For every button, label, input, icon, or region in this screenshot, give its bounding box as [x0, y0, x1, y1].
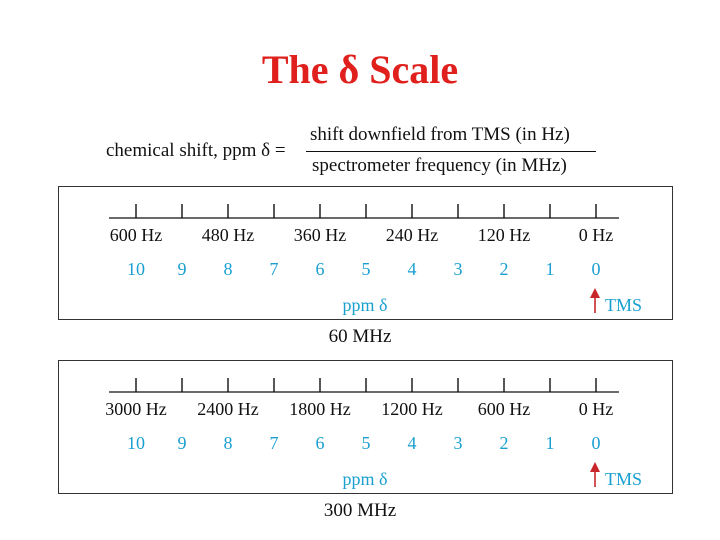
frequency-label-300mhz: 300 MHz [323, 500, 397, 521]
chemical-shift-formula: chemical shift, ppm δ = shift downfield … [106, 124, 606, 180]
formula-numerator: shift downfield from TMS (in Hz) [310, 124, 570, 145]
ppm-tick-label: 6 [316, 259, 325, 279]
hz-tick-label: 2400 Hz [197, 399, 259, 419]
ppm-delta-caption: ppm δ [343, 469, 388, 489]
ppm-tick-label: 8 [224, 259, 233, 279]
page-title: The δ Scale [261, 47, 459, 92]
ppm-tick-label: 4 [408, 433, 417, 453]
ppm-tick-label: 6 [316, 433, 325, 453]
ppm-tick-label: 3 [454, 433, 463, 453]
ppm-tick-label: 9 [178, 433, 187, 453]
hz-tick-label: 600 Hz [110, 225, 163, 245]
ppm-tick-label: 7 [270, 259, 279, 279]
hz-tick-label: 3000 Hz [105, 399, 167, 419]
hz-tick-label: 120 Hz [478, 225, 531, 245]
ppm-tick-label: 0 [592, 433, 601, 453]
tms-up-arrow-icon [590, 288, 600, 313]
frequency-label-60mhz: 60 MHz [328, 326, 392, 347]
hz-tick-label: 360 Hz [294, 225, 347, 245]
formula-lhs: chemical shift, ppm δ = [106, 140, 286, 161]
ppm-tick-label: 8 [224, 433, 233, 453]
hz-tick-label: 600 Hz [478, 399, 531, 419]
ppm-tick-label: 0 [592, 259, 601, 279]
ppm-tick-label: 2 [500, 433, 509, 453]
formula-denominator: spectrometer frequency (in MHz) [312, 155, 567, 176]
ppm-tick-label: 5 [362, 433, 371, 453]
scale-panel-300mhz: 10 9 8 7 6 5 4 3 2 1 0 3000 Hz 2400 Hz 1800 Hz 1200 Hz… [58, 360, 673, 494]
hz-tick-label: 240 Hz [386, 225, 439, 245]
ppm-tick-label: 9 [178, 259, 187, 279]
hz-tick-label: 0 Hz [579, 225, 614, 245]
hz-tick-label: 0 Hz [579, 399, 614, 419]
ppm-tick-label: 1 [546, 259, 555, 279]
ppm-delta-caption: ppm δ [343, 295, 388, 315]
ppm-tick-label: 10 [127, 259, 145, 279]
scale-panel-60mhz: 10 9 8 7 6 5 4 3 2 1 0 600 Hz 480 Hz 360 Hz 240 Hz 120 … [58, 186, 673, 320]
tms-up-arrow-icon [590, 462, 600, 487]
ppm-tick-label: 10 [127, 433, 145, 453]
ppm-tick-label: 7 [270, 433, 279, 453]
hz-tick-label: 1200 Hz [381, 399, 443, 419]
hz-tick-label: 480 Hz [202, 225, 255, 245]
ppm-tick-label: 4 [408, 259, 417, 279]
ppm-tick-label: 2 [500, 259, 509, 279]
ppm-tick-label: 1 [546, 433, 555, 453]
ppm-tick-label: 5 [362, 259, 371, 279]
tms-label: TMS [605, 295, 642, 315]
tms-label: TMS [605, 469, 642, 489]
hz-tick-label: 1800 Hz [289, 399, 351, 419]
fraction-bar [306, 151, 596, 152]
ppm-tick-label: 3 [454, 259, 463, 279]
